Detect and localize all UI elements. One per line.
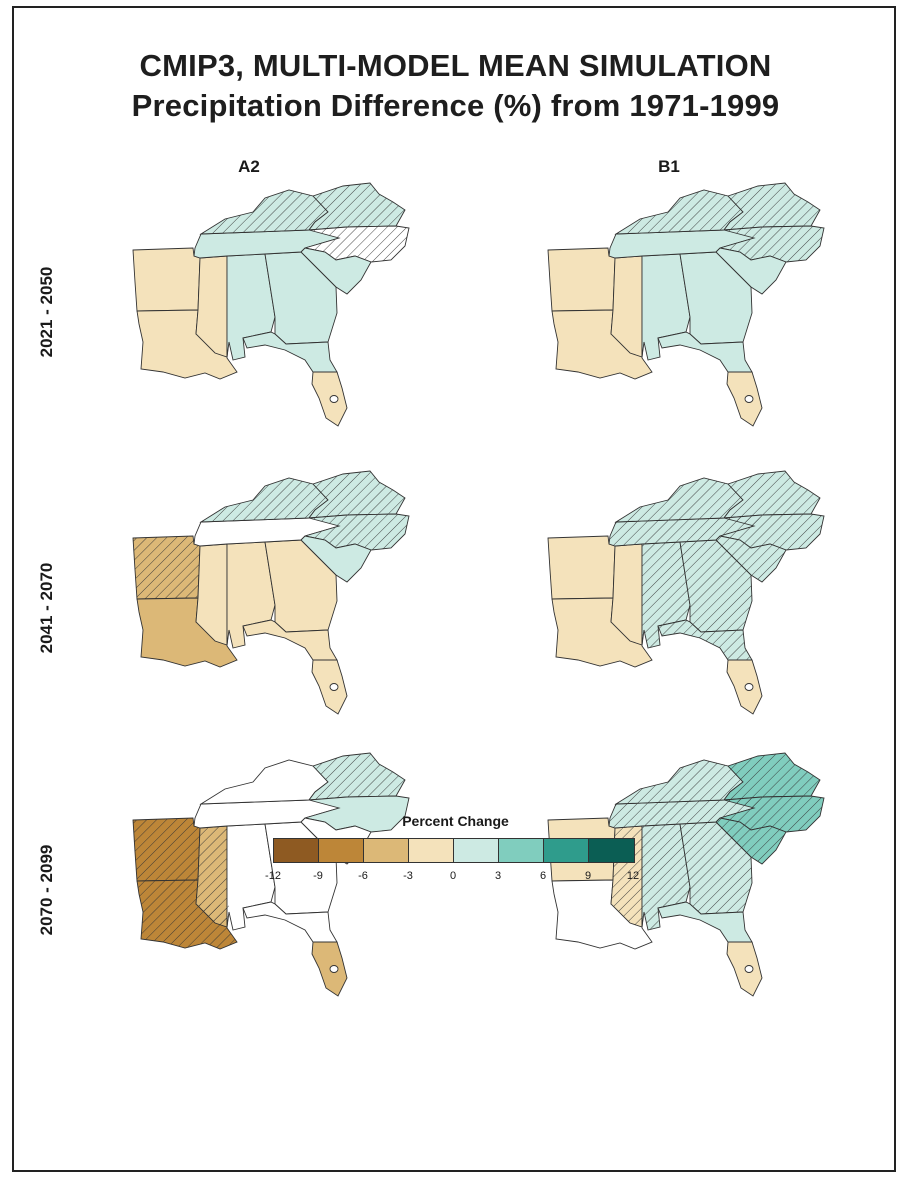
map-panel-b1-2070-2099 — [540, 752, 840, 1002]
lake-okeechobee — [329, 395, 339, 403]
significance-hatching — [309, 183, 405, 230]
state-florida-south — [311, 941, 348, 997]
state-arkansas — [132, 247, 201, 312]
legend-tick-label: -6 — [358, 870, 368, 882]
legend-bin — [544, 839, 589, 862]
state-florida-south — [311, 659, 348, 715]
state-south-carolina — [300, 535, 372, 583]
significance-hatching — [137, 880, 237, 949]
legend-tick-label: -9 — [313, 870, 323, 882]
significance-hatching — [609, 515, 762, 546]
legend-tick-label: 12 — [626, 870, 640, 882]
significance-hatching — [133, 818, 200, 881]
map-panel-a2-2021-2050 — [125, 182, 425, 432]
row-header-2021-2050: 2021 - 2050 — [37, 266, 56, 358]
state-florida-south — [726, 371, 763, 427]
significance-hatching — [642, 824, 690, 930]
state-florida-south — [726, 941, 763, 997]
significance-hatching — [680, 540, 752, 632]
significance-hatching — [305, 514, 409, 550]
significance-hatching — [616, 478, 743, 522]
legend-bin — [454, 839, 499, 862]
state-south-carolina — [715, 247, 787, 295]
significance-hatching — [724, 183, 820, 230]
significance-hatching — [724, 471, 820, 518]
state-florida-south — [726, 659, 763, 715]
significance-hatching — [720, 226, 824, 262]
row-header-2041-2070: 2041 - 2070 — [37, 562, 56, 654]
significance-hatching — [201, 190, 328, 234]
figure-title-line2: Precipitation Difference (%) from 1971-1… — [131, 88, 780, 123]
legend-bin — [589, 839, 634, 862]
legend-bin — [274, 839, 319, 862]
map-panel-a2-2041-2070 — [125, 470, 425, 720]
column-header-b1: B1 — [658, 157, 680, 176]
map-panel-b1-2021-2050 — [540, 182, 840, 432]
significance-hatching — [201, 478, 328, 522]
legend-bin — [364, 839, 409, 862]
map-panel-a2-2070-2099 — [125, 752, 425, 1002]
lake-okeechobee — [744, 683, 754, 691]
legend-tick-label: 3 — [494, 870, 502, 882]
legend-bin — [409, 839, 454, 862]
figure-title-line1: CMIP3, MULTI-MODEL MEAN SIMULATION — [139, 48, 772, 83]
significance-hatching — [309, 753, 405, 800]
significance-hatching — [680, 822, 752, 914]
legend-title: Percent Change — [402, 813, 509, 829]
lake-okeechobee — [329, 965, 339, 973]
significance-hatching — [616, 190, 743, 234]
state-south-carolina — [300, 247, 372, 295]
legend-tick-label: -3 — [403, 870, 413, 882]
significance-hatching — [716, 818, 786, 864]
significance-hatching — [196, 826, 227, 927]
legend-bin — [319, 839, 364, 862]
lake-okeechobee — [744, 395, 754, 403]
lake-okeechobee — [329, 683, 339, 691]
legend-tick-label: 6 — [539, 870, 547, 882]
significance-hatching — [609, 797, 762, 828]
significance-hatching — [305, 226, 409, 262]
legend-tick-label: 0 — [449, 870, 457, 882]
lake-okeechobee — [744, 965, 754, 973]
legend-bin — [499, 839, 544, 862]
significance-hatching — [642, 542, 690, 648]
state-kentucky — [199, 759, 329, 805]
significance-hatching — [133, 536, 200, 599]
significance-hatching — [616, 760, 743, 804]
legend-tick-label: -12 — [265, 870, 281, 882]
significance-hatching — [309, 471, 405, 518]
legend-colorbar — [273, 838, 635, 863]
state-florida-south — [311, 371, 348, 427]
significance-hatching — [724, 753, 820, 800]
legend-tick-label: 9 — [584, 870, 592, 882]
state-arkansas — [547, 247, 616, 312]
significance-hatching — [658, 620, 752, 660]
significance-hatching — [716, 536, 786, 582]
map-panel-b1-2041-2070 — [540, 470, 840, 720]
column-header-a2: A2 — [238, 157, 260, 176]
state-arkansas — [547, 535, 616, 600]
